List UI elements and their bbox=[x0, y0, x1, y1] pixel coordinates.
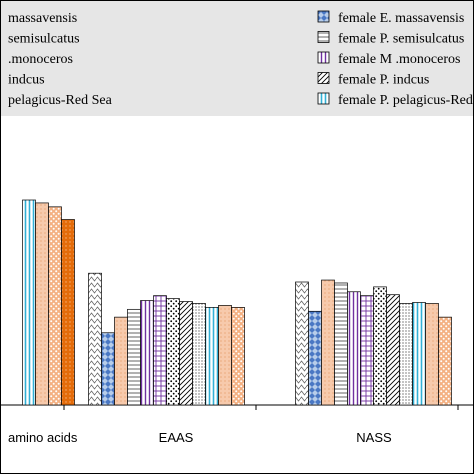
legend-panel bbox=[0, 0, 474, 116]
x-tick-label: amino acids bbox=[8, 430, 78, 445]
bar bbox=[334, 282, 348, 406]
legend: massavensis semisulcatus .monoceros indcus p… bbox=[8, 10, 474, 108]
bars-group bbox=[22, 199, 452, 406]
legend-label: female E. massavensis bbox=[338, 11, 464, 26]
bar bbox=[412, 302, 426, 406]
bar bbox=[373, 286, 387, 406]
bar bbox=[205, 307, 219, 406]
bar bbox=[35, 202, 49, 406]
bar bbox=[399, 303, 413, 406]
bar bbox=[22, 199, 36, 406]
legend-label: female P. pelagicus-Red Sea bbox=[338, 93, 474, 108]
x-tick-label: EAAS bbox=[159, 430, 194, 445]
legend-label: semisulcatus bbox=[8, 32, 80, 47]
bar bbox=[48, 206, 62, 406]
bar bbox=[231, 307, 245, 406]
bar bbox=[88, 272, 102, 406]
x-axis-labels: amino acids EAAS NASS bbox=[8, 430, 392, 445]
bar bbox=[438, 316, 452, 406]
bar bbox=[179, 301, 193, 406]
legend-label: female P. semisulcatus bbox=[338, 32, 464, 47]
legend-swatch bbox=[317, 51, 330, 64]
bar bbox=[127, 308, 141, 406]
x-axis-ticks bbox=[63, 405, 459, 410]
bar bbox=[153, 295, 167, 406]
legend-label: massavensis bbox=[8, 11, 77, 26]
bar bbox=[308, 310, 322, 406]
legend-label: .monoceros bbox=[8, 52, 73, 67]
legend-swatch bbox=[317, 10, 330, 23]
legend-swatch bbox=[317, 92, 330, 105]
bar bbox=[360, 295, 374, 406]
x-tick-label: NASS bbox=[356, 430, 392, 445]
bar bbox=[114, 316, 128, 406]
bar bbox=[386, 294, 400, 406]
bar bbox=[166, 298, 180, 406]
legend-swatch bbox=[317, 72, 330, 84]
bar bbox=[321, 279, 335, 406]
legend-swatch bbox=[317, 31, 330, 43]
bar bbox=[101, 332, 115, 406]
bar bbox=[140, 300, 154, 406]
bar bbox=[425, 303, 439, 406]
legend-label: pelagicus-Red Sea bbox=[8, 93, 113, 108]
legend-label: indcus bbox=[8, 73, 45, 88]
legend-label: female M .monoceros bbox=[338, 52, 460, 67]
bar bbox=[61, 219, 75, 406]
bar bbox=[295, 281, 309, 406]
bar bbox=[192, 303, 206, 406]
legend-label: female P. indcus bbox=[338, 73, 429, 88]
bar bbox=[218, 305, 232, 406]
bar bbox=[347, 291, 361, 406]
